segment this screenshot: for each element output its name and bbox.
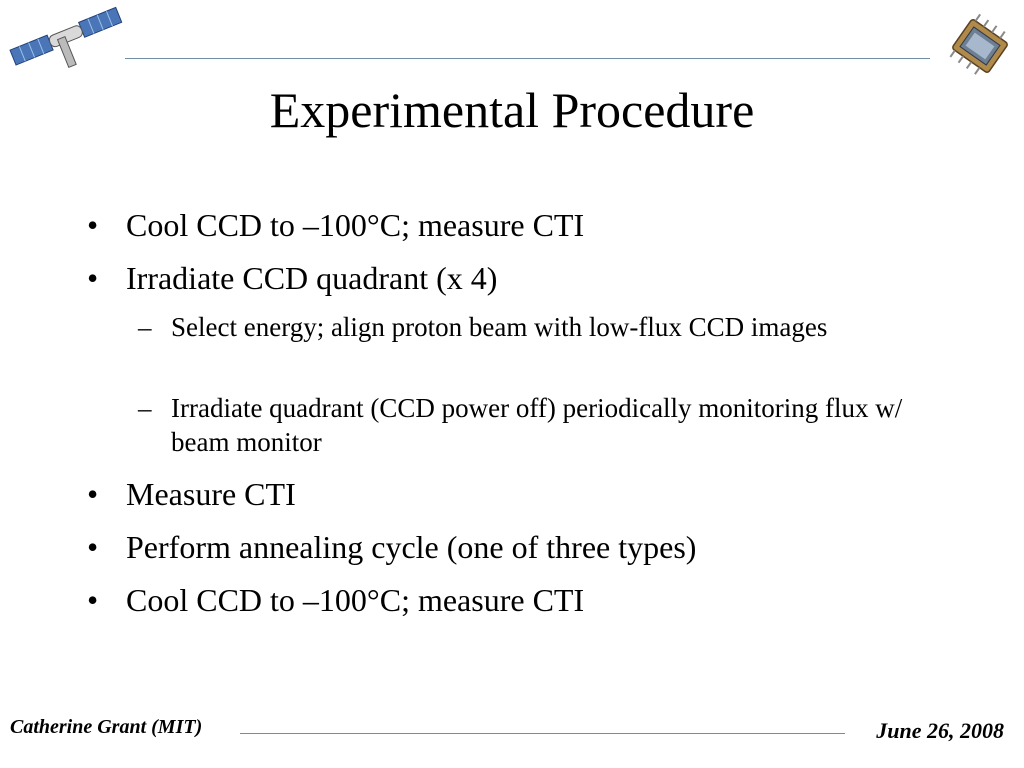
bullet-text: Perform annealing cycle (one of three ty… — [126, 529, 697, 565]
bullet-mark: • — [87, 582, 99, 618]
bullet-mark: • — [87, 260, 99, 296]
bullet-mark: • — [87, 529, 99, 565]
bullet-text: Cool CCD to –100°C; measure CTI — [126, 207, 585, 243]
footer-divider — [240, 733, 845, 734]
footer-author: Catherine Grant (MIT) — [10, 716, 203, 738]
sub-bullet-text: Select energy; align proton beam with lo… — [171, 312, 828, 342]
footer-date: June 26, 2008 — [876, 718, 1004, 743]
ccd-chip-icon — [949, 13, 1008, 75]
slide-title: Experimental Procedure — [269, 82, 755, 138]
bullet-text: Cool CCD to –100°C; measure CTI — [126, 582, 585, 618]
header-divider — [125, 58, 930, 59]
sub-bullet-text: Irradiate quadrant (CCD power off) perio… — [171, 393, 903, 457]
bullet-text: Measure CTI — [126, 476, 296, 512]
satellite-icon — [9, 6, 123, 69]
sub-bullet-mark: – — [138, 393, 152, 423]
bullet-text: Irradiate CCD quadrant (x 4) — [126, 260, 498, 296]
bullet-mark: • — [87, 476, 99, 512]
sub-bullet-mark: – — [138, 312, 152, 342]
bullet-mark: • — [87, 207, 99, 243]
